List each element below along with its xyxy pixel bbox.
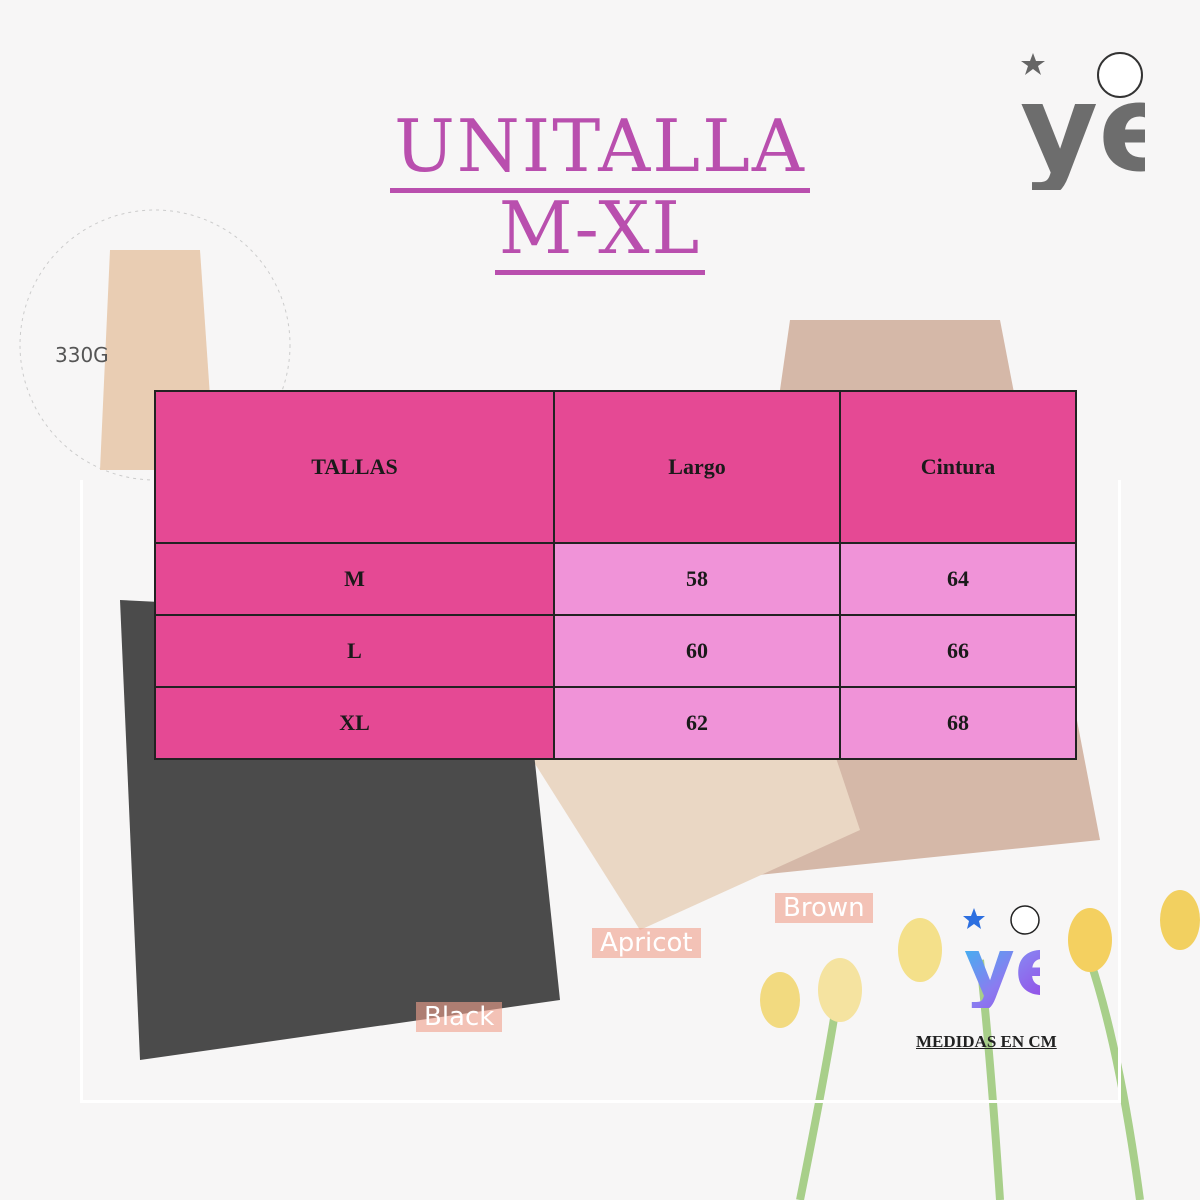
header-largo: Largo bbox=[553, 390, 841, 544]
title-line-2: M-XL bbox=[0, 186, 1200, 275]
brand-logo-top: ye bbox=[1020, 52, 1145, 190]
chef-mascot-icon bbox=[1010, 905, 1040, 935]
size-cell: M bbox=[154, 542, 555, 616]
cintura-cell: 68 bbox=[839, 686, 1077, 760]
title-line-1: UNITALLA bbox=[0, 104, 1200, 193]
brand-logo-bottom: ye bbox=[963, 905, 1040, 1008]
decorative-frame bbox=[80, 480, 1121, 1103]
color-label-apricot: Apricot bbox=[592, 928, 701, 958]
color-label-black: Black bbox=[416, 1002, 503, 1032]
measurement-note: MEDIDAS EN CM bbox=[916, 1032, 1057, 1051]
header-cintura: Cintura bbox=[839, 390, 1077, 544]
star-icon bbox=[1021, 53, 1045, 75]
size-chart-table: TALLAS Largo Cintura M 58 64 L 60 66 XL … bbox=[154, 390, 1077, 760]
cintura-cell: 66 bbox=[839, 614, 1077, 688]
tulip-flowers bbox=[760, 890, 1200, 1200]
svg-text:ye: ye bbox=[964, 923, 1040, 1008]
table-row: L 60 66 bbox=[154, 614, 1077, 688]
table-header-row: TALLAS Largo Cintura bbox=[154, 390, 1077, 544]
weight-label: 330G bbox=[55, 343, 109, 367]
header-tallas: TALLAS bbox=[154, 390, 555, 544]
color-label-brown: Brown bbox=[775, 893, 873, 923]
apricot-garment bbox=[520, 740, 860, 930]
chef-mascot-icon bbox=[1097, 52, 1143, 98]
cintura-cell: 64 bbox=[839, 542, 1077, 616]
size-cell: XL bbox=[154, 686, 555, 760]
table-row: M 58 64 bbox=[154, 542, 1077, 616]
table-row: XL 62 68 bbox=[154, 686, 1077, 760]
largo-cell: 60 bbox=[553, 614, 841, 688]
largo-cell: 58 bbox=[553, 542, 841, 616]
size-cell: L bbox=[154, 614, 555, 688]
largo-cell: 62 bbox=[553, 686, 841, 760]
star-icon bbox=[963, 908, 985, 929]
